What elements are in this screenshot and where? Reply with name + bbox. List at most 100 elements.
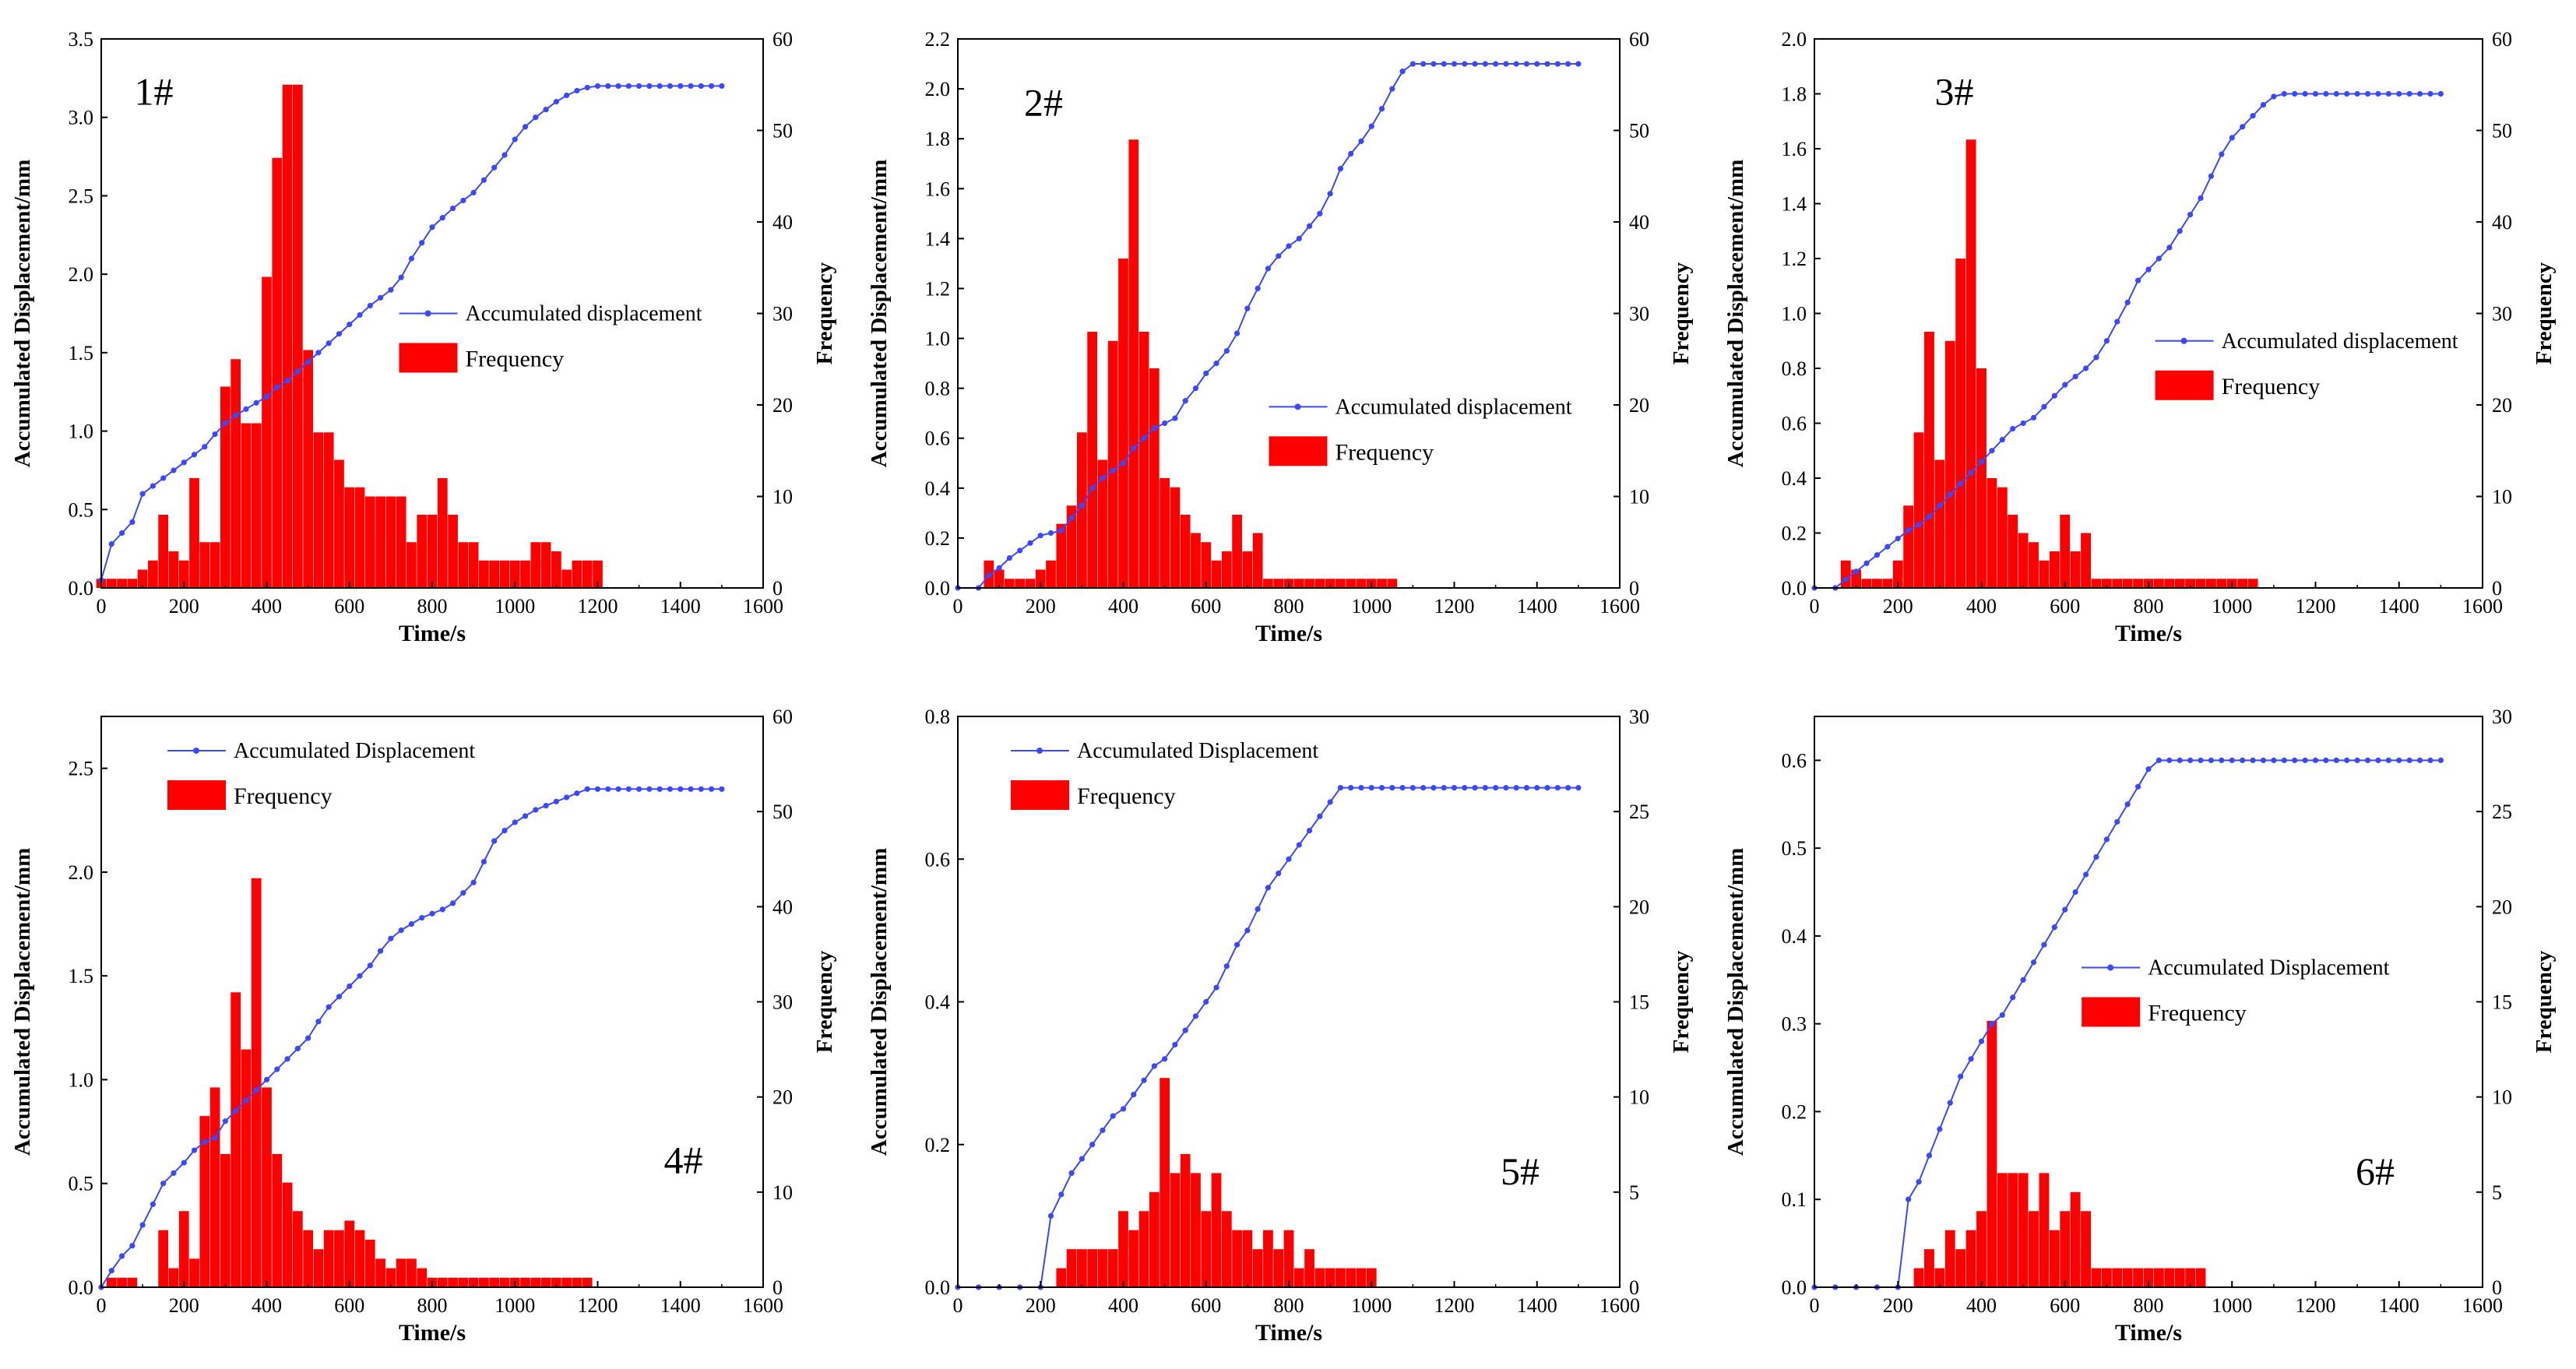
frequency-bar — [209, 542, 220, 588]
x-axis-title: Time/s — [1255, 621, 1322, 646]
frequency-bar — [262, 276, 272, 588]
displacement-point — [2124, 299, 2131, 305]
displacement-points — [955, 61, 1582, 591]
displacement-point — [129, 519, 135, 526]
displacement-point — [1853, 568, 1860, 575]
frequency-bar — [127, 579, 138, 588]
frequency-bar — [2206, 579, 2216, 588]
frequency-bar — [2112, 579, 2123, 588]
frequency-bar — [1965, 1230, 1976, 1287]
frequency-bar — [344, 1220, 355, 1287]
frequency-bar — [1944, 1230, 1955, 1287]
displacement-point — [1348, 150, 1354, 157]
y2-tick-label: 60 — [772, 28, 793, 51]
x-tick-label: 0 — [97, 1294, 107, 1317]
displacement-point — [1192, 385, 1199, 392]
frequency-bar — [313, 1249, 324, 1287]
displacement-point — [2250, 113, 2256, 119]
displacement-point — [1265, 266, 1272, 272]
frequency-bar — [1366, 1268, 1377, 1287]
frequency-bar — [292, 84, 303, 588]
y-tick-label: 0.6 — [925, 848, 951, 871]
displacement-point — [522, 124, 529, 130]
frequency-bar — [1356, 579, 1367, 588]
displacement-point — [1213, 360, 1219, 367]
frequency-bar — [1170, 487, 1181, 588]
displacement-point — [2364, 757, 2371, 763]
x-tick-label: 1000 — [1351, 595, 1392, 618]
frequency-bar — [334, 459, 344, 588]
displacement-point — [1306, 828, 1313, 834]
displacement-point — [1244, 927, 1251, 934]
displacement-point — [2344, 757, 2350, 763]
frequency-bar — [2091, 579, 2102, 588]
displacement-point — [2062, 382, 2068, 388]
legend-bar-swatch — [167, 780, 226, 810]
displacement-point — [656, 786, 663, 792]
chart-panel-6: 0 200 400 600 800 1000 1200 1400 1600 0.0 0.1 0.2 0.… — [1713, 677, 2576, 1369]
displacement-point — [1503, 61, 1509, 67]
x-tick-label: 200 — [1883, 1294, 1913, 1317]
frequency-bar — [2060, 1211, 2071, 1287]
frequency-bar — [168, 551, 179, 588]
x-tick-label: 800 — [2134, 595, 2164, 618]
displacement-point — [1409, 785, 1416, 791]
displacement-point — [367, 963, 373, 969]
displacement-point — [1534, 61, 1540, 67]
frequency-bar — [1097, 1249, 1108, 1287]
legend: Accumulated Displacement Frequency — [2082, 956, 2390, 1027]
x-tick-label: 1000 — [494, 1294, 535, 1317]
frequency-bar — [158, 515, 169, 588]
displacement-point — [1895, 535, 1901, 542]
displacement-point — [667, 83, 674, 90]
displacement-point — [2187, 757, 2194, 763]
displacement-point — [1317, 813, 1323, 819]
legend-line-marker — [2180, 337, 2187, 344]
x-tick-label: 600 — [334, 595, 364, 618]
frequency-bar — [1118, 1211, 1128, 1287]
y2-tick-label: 20 — [772, 1086, 793, 1109]
y-tick-label: 0.0 — [1782, 577, 1807, 600]
displacement-point — [646, 786, 653, 792]
displacement-point — [1462, 785, 1468, 791]
displacement-point — [1110, 1113, 1116, 1119]
y-tick-label: 0.6 — [925, 428, 951, 450]
frequency-bar — [2122, 1268, 2133, 1287]
displacement-point — [1276, 253, 1282, 259]
displacement-point — [2166, 245, 2173, 251]
frequency-bar — [1242, 551, 1253, 588]
displacement-point — [1441, 785, 1447, 791]
x-tick-label: 1400 — [2379, 595, 2419, 618]
frequency-bar — [1861, 579, 1872, 588]
displacement-point — [719, 786, 725, 792]
frequency-bar — [272, 1153, 283, 1287]
displacement-point — [398, 927, 404, 934]
displacement-point — [1431, 785, 1437, 791]
displacement-point — [2302, 757, 2308, 763]
displacement-point — [336, 331, 343, 337]
y-tick-label: 0.6 — [1782, 749, 1807, 772]
frequency-bar — [1128, 1230, 1139, 1287]
displacement-point — [1389, 785, 1395, 791]
displacement-point — [2354, 757, 2360, 763]
displacement-point — [263, 1076, 270, 1083]
x-tick-label: 1200 — [2296, 595, 2336, 618]
y-tick-label: 0.5 — [69, 498, 94, 521]
frequency-bar — [458, 542, 469, 588]
y2-tick-label: 15 — [2492, 991, 2512, 1014]
displacement-point — [1999, 1012, 2005, 1019]
x-tick-label: 1400 — [660, 1294, 701, 1317]
displacement-point — [2240, 757, 2246, 763]
displacement-point — [1554, 61, 1561, 67]
y2-tick-label: 60 — [1629, 28, 1649, 51]
frequency-bar — [231, 359, 241, 588]
frequency-bar — [448, 515, 458, 588]
frequency-bar — [530, 542, 541, 588]
displacement-point — [439, 215, 445, 221]
frequency-bar — [1903, 505, 1914, 588]
frequency-bar — [1336, 579, 1346, 588]
frequency-bar — [1191, 533, 1201, 588]
frequency-bar — [1944, 340, 1955, 588]
y2-tick-label: 50 — [772, 801, 793, 823]
displacement-point — [2114, 818, 2120, 825]
